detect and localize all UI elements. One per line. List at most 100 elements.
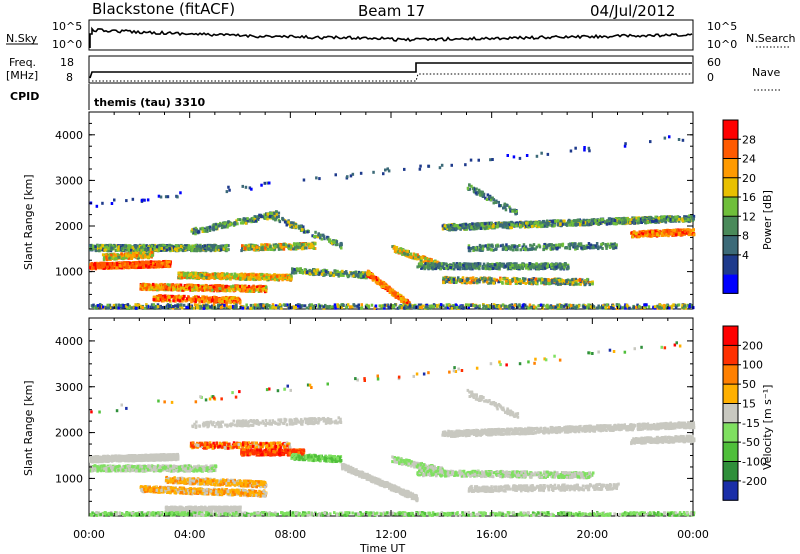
range-gate-cell bbox=[262, 275, 265, 279]
range-gate-cell bbox=[501, 281, 504, 285]
range-gate-cell bbox=[293, 243, 297, 247]
range-gate-cell bbox=[277, 246, 281, 250]
range-gate-cell bbox=[325, 272, 328, 276]
range-gate-cell bbox=[375, 281, 379, 285]
range-gate-cell bbox=[230, 272, 233, 276]
range-gate-cell bbox=[96, 247, 100, 251]
range-gate-cell bbox=[178, 284, 181, 288]
range-gate-cell bbox=[264, 215, 267, 219]
range-gate-cell bbox=[94, 249, 98, 252]
range-gate-cell bbox=[266, 212, 269, 216]
range-gate-cell bbox=[385, 286, 388, 289]
range-gate-cell bbox=[323, 273, 326, 277]
range-gate-cell bbox=[307, 243, 310, 247]
range-gate-cell bbox=[149, 247, 152, 251]
range-gate-cell bbox=[159, 249, 162, 252]
nsky-label: N.Sky bbox=[6, 32, 38, 45]
range-gate-cell bbox=[142, 262, 145, 266]
range-gate-cell bbox=[99, 261, 102, 265]
range-gate-cell bbox=[397, 294, 400, 298]
range-gate-cell bbox=[478, 267, 481, 271]
range-gate-cell bbox=[275, 212, 278, 216]
range-gate-cell bbox=[168, 295, 171, 299]
range-gate-cell bbox=[167, 283, 171, 287]
range-gate-cell bbox=[252, 288, 256, 292]
range-gate-cell bbox=[97, 264, 100, 268]
range-gate-cell bbox=[272, 211, 275, 215]
range-gate-cell bbox=[230, 222, 233, 226]
range-gate-cell bbox=[110, 262, 114, 266]
range-gate-cell bbox=[252, 244, 255, 248]
range-gate-cell bbox=[160, 299, 164, 303]
range-gate-cell bbox=[189, 245, 193, 249]
range-gate-cell bbox=[193, 230, 196, 234]
range-gate-cell bbox=[123, 245, 127, 249]
range-gate-cell bbox=[214, 296, 218, 300]
range-gate-cell bbox=[500, 263, 504, 267]
range-gate-cell bbox=[217, 245, 220, 248]
range-gate-cell bbox=[103, 246, 106, 250]
range-gate-cell bbox=[155, 264, 158, 268]
range-gate-cell bbox=[379, 281, 383, 285]
range-gate-cell bbox=[272, 217, 275, 221]
range-gate-cell bbox=[157, 288, 160, 292]
range-gate-cell bbox=[94, 245, 97, 249]
range-gate-cell bbox=[286, 222, 290, 226]
range-gate-cell bbox=[210, 273, 213, 277]
range-gate-cell bbox=[302, 247, 305, 251]
range-gate-cell bbox=[201, 230, 204, 233]
range-gate-cell bbox=[171, 283, 174, 287]
range-gate-cell bbox=[201, 297, 205, 301]
range-gate-cell bbox=[322, 235, 326, 239]
range-gate-cell bbox=[237, 298, 240, 302]
range-gate-cell bbox=[310, 243, 313, 247]
range-gate-cell bbox=[192, 296, 195, 300]
range-gate-cell bbox=[423, 267, 426, 271]
range-gate-cell bbox=[113, 245, 116, 249]
range-gate-cell bbox=[197, 298, 201, 302]
range-gate-cell bbox=[205, 226, 209, 230]
range-gate-cell bbox=[404, 249, 407, 253]
range-gate-cell bbox=[285, 243, 288, 247]
range-gate-cell bbox=[422, 256, 426, 260]
range-gate-cell bbox=[146, 252, 149, 256]
range-gate-cell bbox=[165, 260, 169, 264]
range-gate-cell bbox=[233, 272, 237, 276]
cpid-label: CPID bbox=[10, 90, 39, 103]
nsearch-tick-bottom: 10^0 bbox=[707, 38, 737, 51]
range-gate-cell bbox=[394, 291, 397, 295]
range-gate-cell bbox=[233, 301, 236, 305]
range-gate-cell bbox=[98, 249, 101, 253]
range-gate-cell bbox=[167, 264, 170, 268]
beam-title: Beam 17 bbox=[358, 2, 425, 20]
range-gate-cell bbox=[520, 265, 523, 269]
range-gate-cell bbox=[139, 287, 142, 291]
range-gate-cell bbox=[399, 297, 403, 300]
range-gate-cell bbox=[493, 263, 497, 267]
range-gate-cell bbox=[252, 216, 255, 220]
range-gate-cell bbox=[116, 253, 119, 257]
range-gate-cell bbox=[302, 225, 305, 229]
range-gate-cell bbox=[143, 284, 147, 287]
range-gate-cell bbox=[269, 247, 272, 251]
range-gate-cell bbox=[146, 255, 149, 259]
range-gate-cell bbox=[368, 271, 371, 275]
range-gate-cell bbox=[143, 251, 146, 255]
range-gate-cell bbox=[323, 237, 326, 241]
range-gate-cell bbox=[134, 246, 138, 250]
range-gate-cell bbox=[179, 245, 183, 248]
range-gate-cell bbox=[130, 256, 133, 260]
range-gate-cell bbox=[158, 286, 161, 290]
range-gate-cell bbox=[192, 272, 195, 275]
range-gate-cell bbox=[389, 288, 392, 292]
range-gate-cell bbox=[431, 266, 434, 270]
range-gate-cell bbox=[391, 291, 395, 295]
range-gate-cell bbox=[102, 256, 106, 260]
range-gate-cell bbox=[149, 263, 152, 267]
range-gate-cell bbox=[218, 287, 221, 291]
range-gate-cell bbox=[226, 248, 229, 252]
range-gate-cell bbox=[253, 273, 256, 277]
range-gate-cell bbox=[192, 227, 196, 231]
range-gate-cell bbox=[250, 286, 253, 290]
range-gate-cell bbox=[320, 237, 324, 241]
